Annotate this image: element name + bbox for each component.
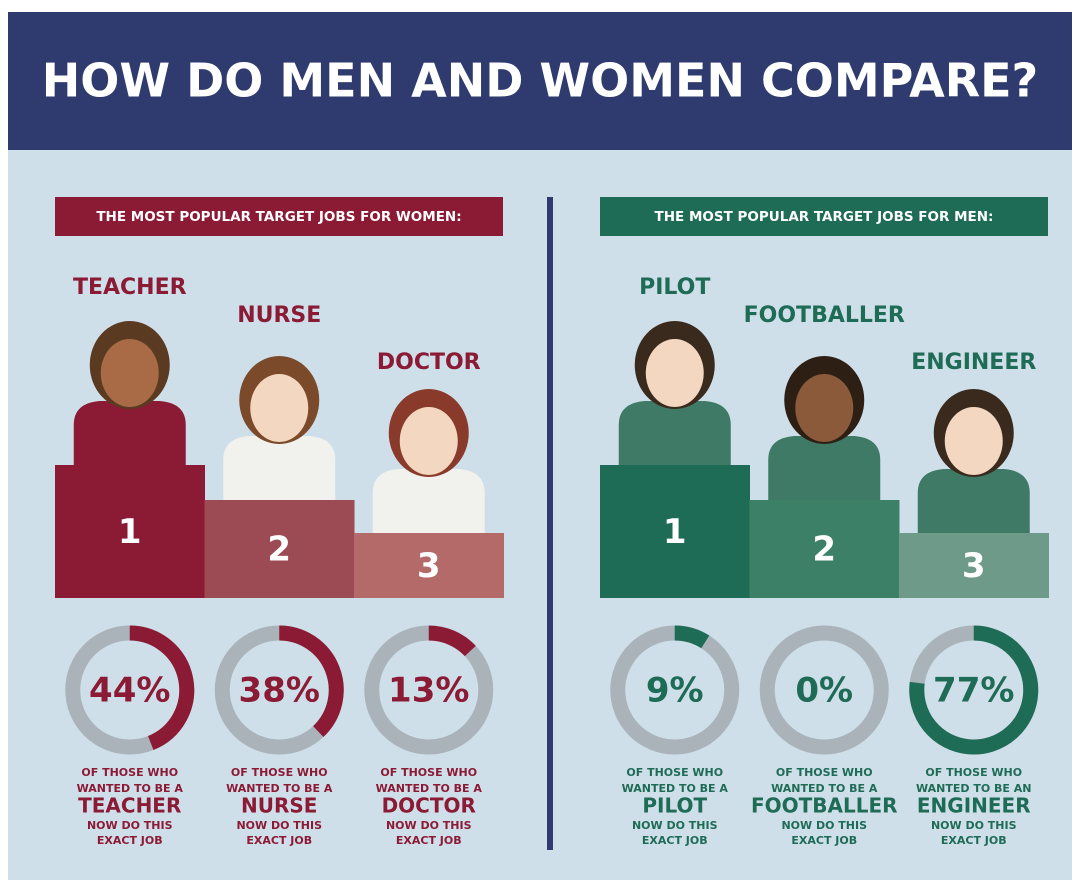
rank: 1 (663, 512, 687, 552)
figure-head (945, 407, 1003, 475)
figure-head (795, 374, 853, 442)
figure-body (768, 436, 880, 500)
caption: OF THOSE WHO (81, 766, 178, 779)
percent: 13% (388, 671, 469, 711)
figure-body (74, 401, 186, 465)
percent: 9% (646, 671, 704, 711)
caption: NOW DO THIS (931, 819, 1017, 832)
caption: EXACT JOB (396, 834, 462, 847)
caption-job: PILOT (642, 794, 707, 818)
caption: OF THOSE WHO (380, 766, 477, 779)
caption: NOW DO THIS (632, 819, 718, 832)
figure-head (646, 339, 704, 407)
caption: NOW DO THIS (781, 819, 867, 832)
title: HOW DO MEN AND WOMEN COMPARE? (42, 54, 1038, 108)
caption-job: NURSE (241, 794, 317, 818)
caption: OF THOSE WHO (776, 766, 873, 779)
caption: NOW DO THIS (236, 819, 322, 832)
figure-body (619, 401, 731, 465)
job-label: DOCTOR (377, 350, 481, 375)
rank: 2 (812, 530, 836, 570)
figure-head (250, 374, 308, 442)
caption: OF THOSE WHO (925, 766, 1022, 779)
caption-job: DOCTOR (382, 794, 476, 818)
job-label: PILOT (639, 275, 710, 300)
rank: 3 (962, 546, 986, 586)
rank: 1 (118, 512, 142, 552)
figure-body (918, 469, 1030, 533)
heading: THE MOST POPULAR TARGET JOBS FOR WOMEN: (96, 209, 461, 225)
caption-job: TEACHER (78, 794, 181, 818)
donut-arc (675, 633, 706, 642)
caption: OF THOSE WHO (231, 766, 328, 779)
figure-body (223, 436, 335, 500)
figure-head (400, 407, 458, 475)
infographic: HOW DO MEN AND WOMEN COMPARE? THE MOST P… (0, 0, 1080, 885)
rank: 2 (267, 530, 291, 570)
job-label: NURSE (237, 303, 321, 328)
job-label: ENGINEER (911, 350, 1036, 375)
job-label: TEACHER (73, 275, 187, 300)
divider (547, 197, 553, 850)
caption-job: ENGINEER (917, 794, 1031, 818)
rank: 3 (417, 546, 441, 586)
caption-job: FOOTBALLER (751, 794, 898, 818)
percent: 0% (795, 671, 853, 711)
caption: EXACT JOB (941, 834, 1007, 847)
percent: 38% (239, 671, 320, 711)
caption: EXACT JOB (642, 834, 708, 847)
figure-head (101, 339, 159, 407)
caption: OF THOSE WHO (626, 766, 723, 779)
caption: NOW DO THIS (386, 819, 472, 832)
job-label: FOOTBALLER (744, 303, 905, 328)
figure-body (373, 469, 485, 533)
caption: NOW DO THIS (87, 819, 173, 832)
caption: EXACT JOB (97, 834, 163, 847)
heading: THE MOST POPULAR TARGET JOBS FOR MEN: (655, 209, 994, 225)
caption: EXACT JOB (246, 834, 312, 847)
caption: EXACT JOB (791, 834, 857, 847)
percent: 44% (89, 671, 170, 711)
percent: 77% (933, 671, 1014, 711)
